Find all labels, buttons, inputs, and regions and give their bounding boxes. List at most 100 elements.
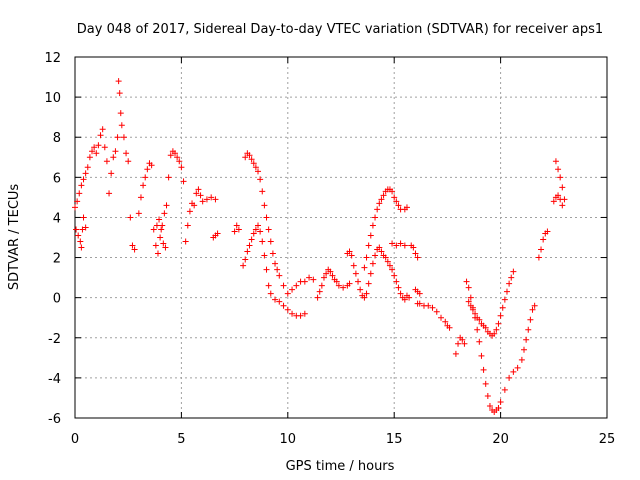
data-point (369, 222, 376, 229)
data-point (91, 144, 98, 151)
data-point (397, 290, 404, 297)
data-point (99, 126, 106, 133)
data-point (167, 152, 174, 159)
data-point (497, 398, 504, 405)
data-point (401, 242, 408, 249)
data-point (176, 158, 183, 165)
data-point (389, 188, 396, 195)
data-point (476, 316, 483, 323)
data-point (355, 278, 362, 285)
data-point (257, 176, 264, 183)
data-point (378, 248, 385, 255)
data-point (95, 142, 102, 149)
data-point (246, 152, 253, 159)
data-point (363, 290, 370, 297)
y-tick-label: -6 (48, 412, 61, 427)
grid (75, 57, 607, 418)
data-point (157, 234, 164, 241)
data-point (531, 302, 538, 309)
data-point (395, 284, 402, 291)
data-point (389, 266, 396, 273)
data-point (416, 300, 423, 307)
data-point (160, 240, 167, 247)
data-point (482, 324, 489, 331)
data-point (472, 310, 479, 317)
data-point (156, 216, 163, 223)
data-point (78, 182, 85, 189)
data-point (180, 178, 187, 185)
data-point (242, 154, 249, 161)
data-point (242, 256, 249, 263)
data-point (269, 250, 276, 257)
data-point (103, 158, 110, 165)
data-point (214, 230, 221, 237)
data-point (469, 306, 476, 313)
data-point (438, 314, 445, 321)
data-point (184, 222, 191, 229)
data-point (320, 274, 327, 281)
data-point (131, 246, 138, 253)
data-point (376, 200, 383, 207)
data-point (465, 298, 472, 305)
axis-ticks: 0 5 10 15 20 25 -6 -4 -2 0 2 4 6 8 10 12 (44, 51, 615, 447)
plot-frame (74, 56, 608, 419)
data-point (97, 132, 104, 139)
data-point (137, 194, 144, 201)
data-point (263, 214, 270, 221)
data-point (501, 386, 508, 393)
data-point (327, 268, 334, 275)
data-point (265, 282, 272, 289)
data-point (80, 176, 87, 183)
data-point (284, 306, 291, 313)
data-point (82, 170, 89, 177)
data-point (257, 228, 264, 235)
y-tick-label: 10 (44, 91, 61, 106)
data-point (165, 174, 172, 181)
data-point (557, 174, 564, 181)
data-point (86, 154, 93, 161)
data-point (199, 198, 206, 205)
data-point (478, 352, 485, 359)
data-point (412, 250, 419, 257)
data-point (248, 236, 255, 243)
data-point (382, 254, 389, 261)
data-point (527, 316, 534, 323)
data-point (235, 226, 242, 233)
data-point (106, 190, 113, 197)
data-point (148, 162, 155, 169)
data-point (484, 392, 491, 399)
y-tick-label: -4 (48, 372, 61, 387)
data-point (397, 240, 404, 247)
data-point (348, 252, 355, 259)
data-point (544, 228, 551, 235)
data-point (497, 312, 504, 319)
data-point (463, 278, 470, 285)
data-point (263, 266, 270, 273)
data-point (120, 134, 127, 141)
data-point (233, 222, 240, 229)
data-point (425, 302, 432, 309)
data-point (384, 258, 391, 265)
data-point (112, 148, 119, 155)
y-tick-label: 8 (53, 131, 61, 146)
data-point (521, 346, 528, 353)
data-point (127, 214, 134, 221)
data-point (401, 296, 408, 303)
data-point (77, 238, 84, 245)
data-point (329, 272, 336, 279)
data-point (506, 374, 513, 381)
data-point (261, 252, 268, 259)
data-point (246, 242, 253, 249)
data-point (255, 222, 262, 229)
data-point (429, 304, 436, 311)
data-point (393, 242, 400, 249)
data-point (297, 312, 304, 319)
data-point (540, 236, 547, 243)
data-point (374, 206, 381, 213)
data-point (78, 244, 85, 251)
data-point (480, 366, 487, 373)
x-axis-label: GPS time / hours (286, 459, 395, 474)
data-point (467, 294, 474, 301)
x-tick-label: 25 (599, 432, 616, 447)
y-tick-label: -2 (48, 332, 61, 347)
